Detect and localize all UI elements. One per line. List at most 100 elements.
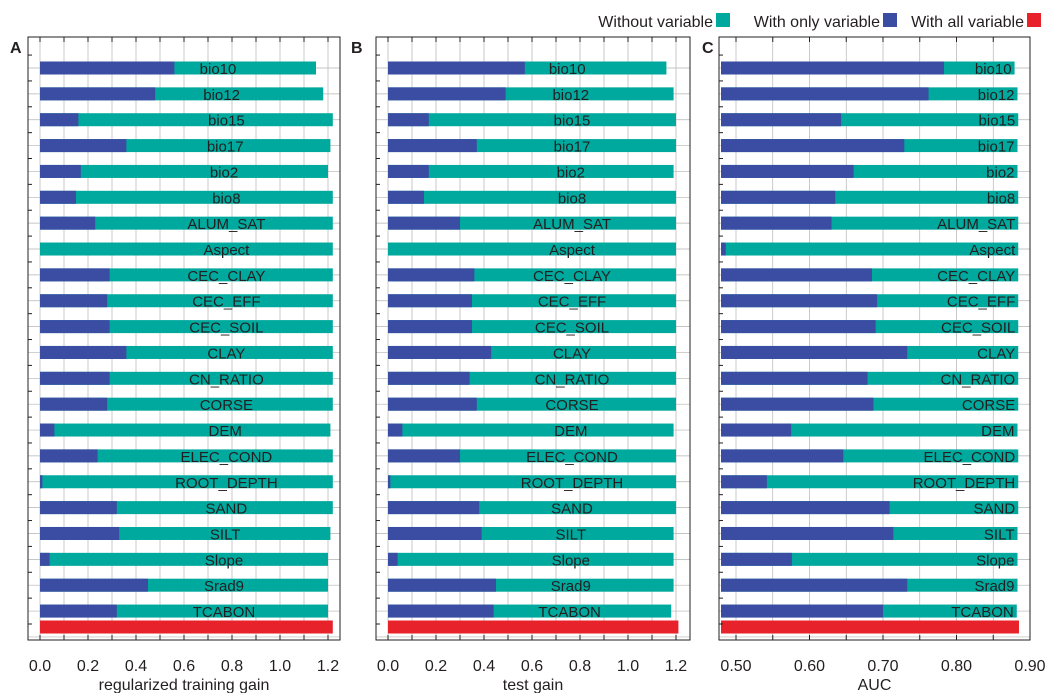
category-label: Srad9 [204,578,244,595]
category-label: bio8 [558,190,586,207]
bar-without-variable [721,475,1019,489]
bar-with-only-variable [721,501,890,515]
category-label: SILT [556,526,587,543]
bar-with-only-variable [721,139,905,153]
category-label: CEC_SOIL [189,320,263,337]
bar-with-only-variable [388,164,429,178]
bar-with-only-variable [388,371,470,385]
bar-with-only-variable [388,423,403,437]
category-label: CLAY [977,345,1015,362]
category-label: Aspect [549,242,596,259]
bar-with-only-variable [388,268,475,282]
category-label: CORSE [962,397,1015,414]
category-label: Slope [976,552,1014,569]
x-tick-label: 0.0 [29,658,51,675]
category-label: DEM [981,423,1014,440]
category-label: CEC_CLAY [533,268,611,285]
bar-without-variable [388,423,674,437]
bar-with-only-variable [721,423,792,437]
category-label: TCABON [951,604,1014,621]
category-label: bio10 [549,61,586,78]
bar-with-only-variable [388,526,482,540]
bar-with-only-variable [40,113,79,127]
bar-without-variable [40,216,333,230]
bar-without-variable [388,113,676,127]
category-label: bio17 [554,139,591,156]
category-label: bio17 [978,139,1015,156]
category-label: SILT [984,526,1015,543]
bar-with-only-variable [721,526,894,540]
bar-with-only-variable [40,190,76,204]
x-tick-label: 0.2 [77,658,99,675]
x-tick-label: 0.80 [941,658,972,675]
bar-with-only-variable [388,294,472,308]
bar-with-only-variable [40,371,110,385]
x-tick-label: 0.4 [473,658,495,675]
category-label: CN_RATIO [189,371,264,388]
x-tick-label: 1.2 [665,658,687,675]
bar-with-only-variable [388,61,525,75]
legend-label-all: With all variable [911,14,1024,31]
bar-with-only-variable [721,320,876,334]
category-label: bio10 [200,61,237,78]
bar-without-variable [40,423,331,437]
panels: bio10 bio12 bio15 bio17 bio2 bio8 ALUM_SAT Aspe… [27,36,1046,693]
category-label: ELEC_COND [924,449,1016,466]
bar-with-only-variable [721,475,767,489]
plot-frame [718,36,1031,641]
bar-with-only-variable [40,552,50,566]
bar-with-only-variable [388,190,424,204]
category-label: bio12 [203,87,240,104]
bar-without-variable [40,397,333,411]
x-tick-label: 0.4 [125,658,147,675]
category-label: Srad9 [974,578,1014,595]
x-tick-label: 0.8 [569,658,591,675]
legend-swatch-all [1027,13,1041,27]
bar-with-only-variable [388,449,460,463]
category-label: bio15 [208,113,245,130]
category-label: CEC_CLAY [187,268,265,285]
bar-with-only-variable [721,61,945,75]
category-label: CLAY [553,345,591,362]
bar-with-only-variable [721,87,929,101]
bar-with-only-variable [388,475,391,489]
bar-with-only-variable [40,449,98,463]
category-label: bio15 [979,113,1016,130]
category-label: bio10 [975,61,1012,78]
bar-with-only-variable [40,294,108,308]
bar-with-only-variable [388,501,480,515]
category-label: ROOT_DEPTH [913,475,1016,492]
category-label: ALUM_SAT [937,216,1015,233]
category-label: bio2 [557,164,585,181]
x-tick-label: 0.6 [521,658,543,675]
bar-without-variable [388,164,674,178]
x-tick-label: 1.0 [269,658,291,675]
bar-without-variable [40,294,333,308]
bar-with-only-variable [40,604,117,618]
x-tick-label: 0.50 [720,658,751,675]
legend-swatch-without [716,13,730,27]
category-label: CLAY [207,345,245,362]
x-tick-label: 0.60 [794,658,825,675]
bar-with-only-variable [388,320,472,334]
bar-without-variable [721,423,1018,437]
bar-without-variable [388,552,674,566]
x-axis-label: regularized training gain [99,677,270,693]
category-label: Slope [552,552,590,569]
bar-with-only-variable [388,113,429,127]
category-label: DEM [209,423,242,440]
category-label: TCABON [193,604,256,621]
bar-with-only-variable [721,345,908,359]
bar-with-only-variable [40,578,148,592]
bar-without-variable [40,190,333,204]
bar-with-only-variable [721,371,868,385]
panel-label-b: B [351,40,363,57]
bar-with-only-variable [40,526,120,540]
category-label: bio2 [986,164,1014,181]
bar-with-all-variable [388,620,679,634]
x-tick-label: 0.0 [377,658,399,675]
bar-without-variable [40,371,333,385]
bar-without-variable [40,475,333,489]
category-label: Aspect [203,242,250,259]
